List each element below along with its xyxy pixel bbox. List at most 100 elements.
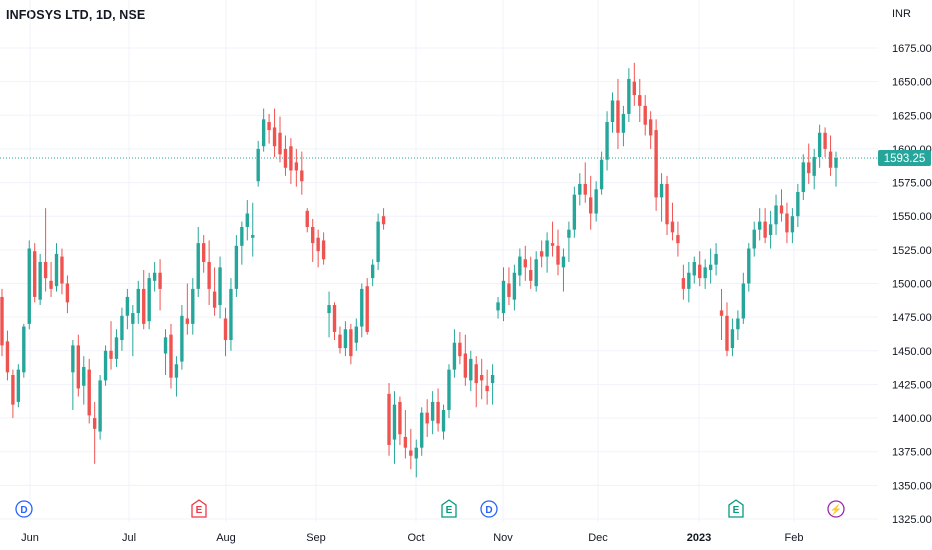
y-tick-label: 1625.00 [892, 110, 932, 122]
candle-body [796, 191, 800, 217]
candle-body [120, 315, 124, 341]
candle-body [485, 385, 489, 392]
candle-body [82, 366, 86, 386]
candle-body [256, 148, 260, 182]
candle-body [240, 226, 244, 246]
candle-body [152, 272, 157, 281]
candle-body [599, 159, 604, 190]
candle-body [496, 302, 500, 311]
candle-body [763, 221, 767, 238]
candle-body [817, 132, 822, 158]
candle-body [430, 401, 435, 421]
candle-body [523, 259, 527, 268]
candle-body [768, 224, 773, 236]
y-tick-label: 1400.00 [892, 413, 932, 425]
candle-body [757, 221, 762, 230]
candle-body [643, 105, 647, 125]
candle-body [109, 350, 113, 359]
candle-body [60, 256, 64, 284]
dividend-icon [480, 500, 498, 518]
candle-body [714, 253, 718, 265]
candle-body [294, 162, 299, 171]
candle-body [158, 272, 162, 289]
candle-body [392, 404, 397, 440]
candle-body [610, 100, 615, 123]
candle-body [180, 315, 184, 362]
candle-body [212, 291, 217, 308]
currency-label: INR [892, 8, 911, 20]
event-label: ⚡ [830, 503, 842, 516]
candle-body [278, 132, 282, 155]
candle-body [578, 183, 582, 195]
y-tick-label: 1550.00 [892, 211, 932, 223]
candle-body [98, 380, 102, 432]
candle-body [76, 345, 81, 389]
candle-body [420, 412, 424, 448]
candle-body [311, 226, 315, 244]
candle-body [218, 267, 222, 306]
candle-body [507, 283, 511, 297]
candle-body [594, 189, 598, 214]
candle-body [136, 288, 140, 314]
y-tick-label: 1500.00 [892, 279, 932, 291]
event-label: E [733, 505, 740, 516]
candle-body [201, 243, 206, 262]
candle-body [251, 235, 255, 238]
event-label: E [196, 505, 203, 516]
candle-body [534, 259, 538, 287]
candle-body [289, 146, 293, 171]
candle-body [834, 158, 838, 168]
y-tick-label: 1575.00 [892, 178, 932, 190]
candle-body [561, 256, 566, 268]
candle-body [621, 113, 626, 133]
candle-body [174, 364, 179, 378]
split-icon [827, 500, 845, 518]
candle-body [92, 418, 97, 429]
candle-body [681, 278, 686, 289]
candle-body [147, 278, 151, 322]
candle-body [605, 122, 609, 160]
candle-body [539, 251, 544, 257]
event-label: E [446, 505, 453, 516]
earnings-icon [191, 499, 207, 518]
last-price-badge [878, 150, 931, 167]
event-label: D [20, 505, 27, 516]
candle-body [616, 100, 620, 133]
chart-title: INFOSYS LTD, 1D, NSE [6, 8, 146, 22]
candle-body [49, 280, 53, 289]
y-tick-label: 1475.00 [892, 312, 932, 324]
candle-body [719, 310, 724, 316]
candle-body [638, 95, 642, 106]
earnings-icon [728, 499, 744, 518]
x-tick-label: 2023 [687, 532, 711, 544]
candle-body [234, 245, 239, 289]
candle-body [474, 364, 478, 384]
candle-body [207, 261, 211, 289]
candle-body [785, 213, 789, 233]
candle-body [659, 183, 664, 198]
y-tick-label: 1525.00 [892, 245, 932, 257]
candle-body [708, 264, 713, 271]
candle-body [627, 78, 631, 114]
x-tick-label: Jul [122, 532, 136, 544]
x-tick-label: Feb [785, 532, 804, 544]
candle-body [730, 329, 735, 349]
candle-body [556, 245, 560, 265]
candle-body [398, 401, 402, 435]
candle-body [447, 369, 451, 410]
candle-body [703, 267, 707, 279]
candle-body [632, 81, 637, 96]
candle-body [5, 341, 10, 373]
candle-body [27, 248, 31, 324]
y-tick-label: 1325.00 [892, 514, 932, 526]
candle-body [87, 369, 91, 416]
candle-body [338, 334, 342, 349]
x-tick-label: Oct [407, 532, 424, 544]
candle-body [812, 157, 816, 176]
candle-body [698, 264, 702, 279]
candle-body [43, 261, 48, 279]
dividend-icon [15, 500, 33, 518]
candle-body [567, 229, 571, 238]
candle-body [245, 213, 249, 227]
